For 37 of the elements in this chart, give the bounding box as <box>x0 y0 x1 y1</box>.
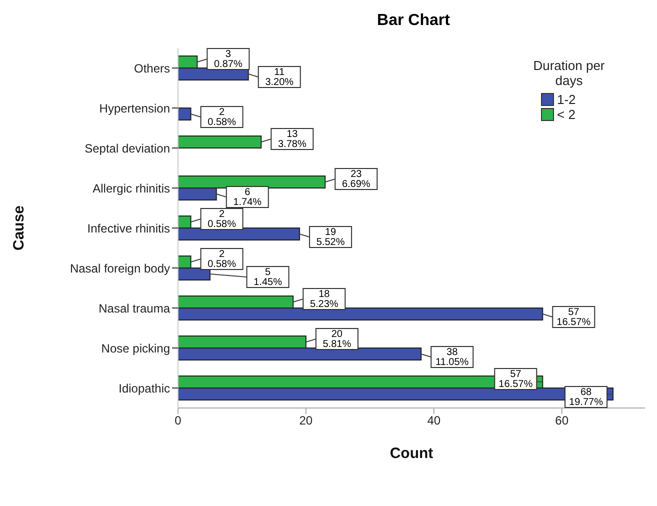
bar <box>178 136 262 148</box>
y-tick-label: Others <box>134 61 170 76</box>
bar <box>178 108 192 120</box>
legend-label: 1-2 <box>557 92 576 107</box>
y-tick-label: Infective rhinitis <box>87 221 170 236</box>
data-label: 3 0.87% <box>214 49 242 70</box>
data-label: 11 3.20% <box>265 67 294 88</box>
y-tick-label: Idiopathic <box>118 381 170 396</box>
y-tick-label: Nose picking <box>101 341 170 356</box>
data-label: 19 5.52% <box>316 227 345 248</box>
data-label: 2 0.58% <box>208 107 236 128</box>
y-tick-label: Septal deviation <box>84 141 170 156</box>
data-label: 68 19.77% <box>569 387 604 408</box>
chart-title: Bar Chart <box>376 12 451 30</box>
data-label: 6 1.74% <box>233 187 262 208</box>
data-label: 2 0.58% <box>208 249 236 270</box>
data-label: 38 11.05% <box>436 347 469 368</box>
x-tick-label: 0 <box>174 414 182 428</box>
data-label: 57 16.57% <box>498 369 533 390</box>
y-tick-label: Nasal foreign body <box>70 261 170 276</box>
x-tick-label: 60 <box>555 414 569 428</box>
x-tick-label: 20 <box>299 414 313 428</box>
data-label: 18 5.23% <box>310 289 338 310</box>
x-tick-label: 40 <box>427 414 441 428</box>
legend-label: < 2 <box>557 107 576 122</box>
y-axis-title: Cause <box>10 205 28 251</box>
y-tick-label: Nasal trauma <box>98 301 170 316</box>
data-label: 2 0.58% <box>208 209 236 230</box>
data-label: 20 5.81% <box>322 329 352 350</box>
y-tick-label: Allergic rhinitis <box>92 181 170 196</box>
x-axis-title: Count <box>390 445 434 462</box>
data-label: 57 16.57% <box>556 307 591 328</box>
data-label: 23 6.69% <box>342 169 370 190</box>
legend-title: Duration per days <box>532 58 606 88</box>
data-label: 13 3.78% <box>278 129 306 150</box>
y-tick-label: Hypertension <box>99 101 170 116</box>
data-label: 5 1.45% <box>254 267 282 288</box>
